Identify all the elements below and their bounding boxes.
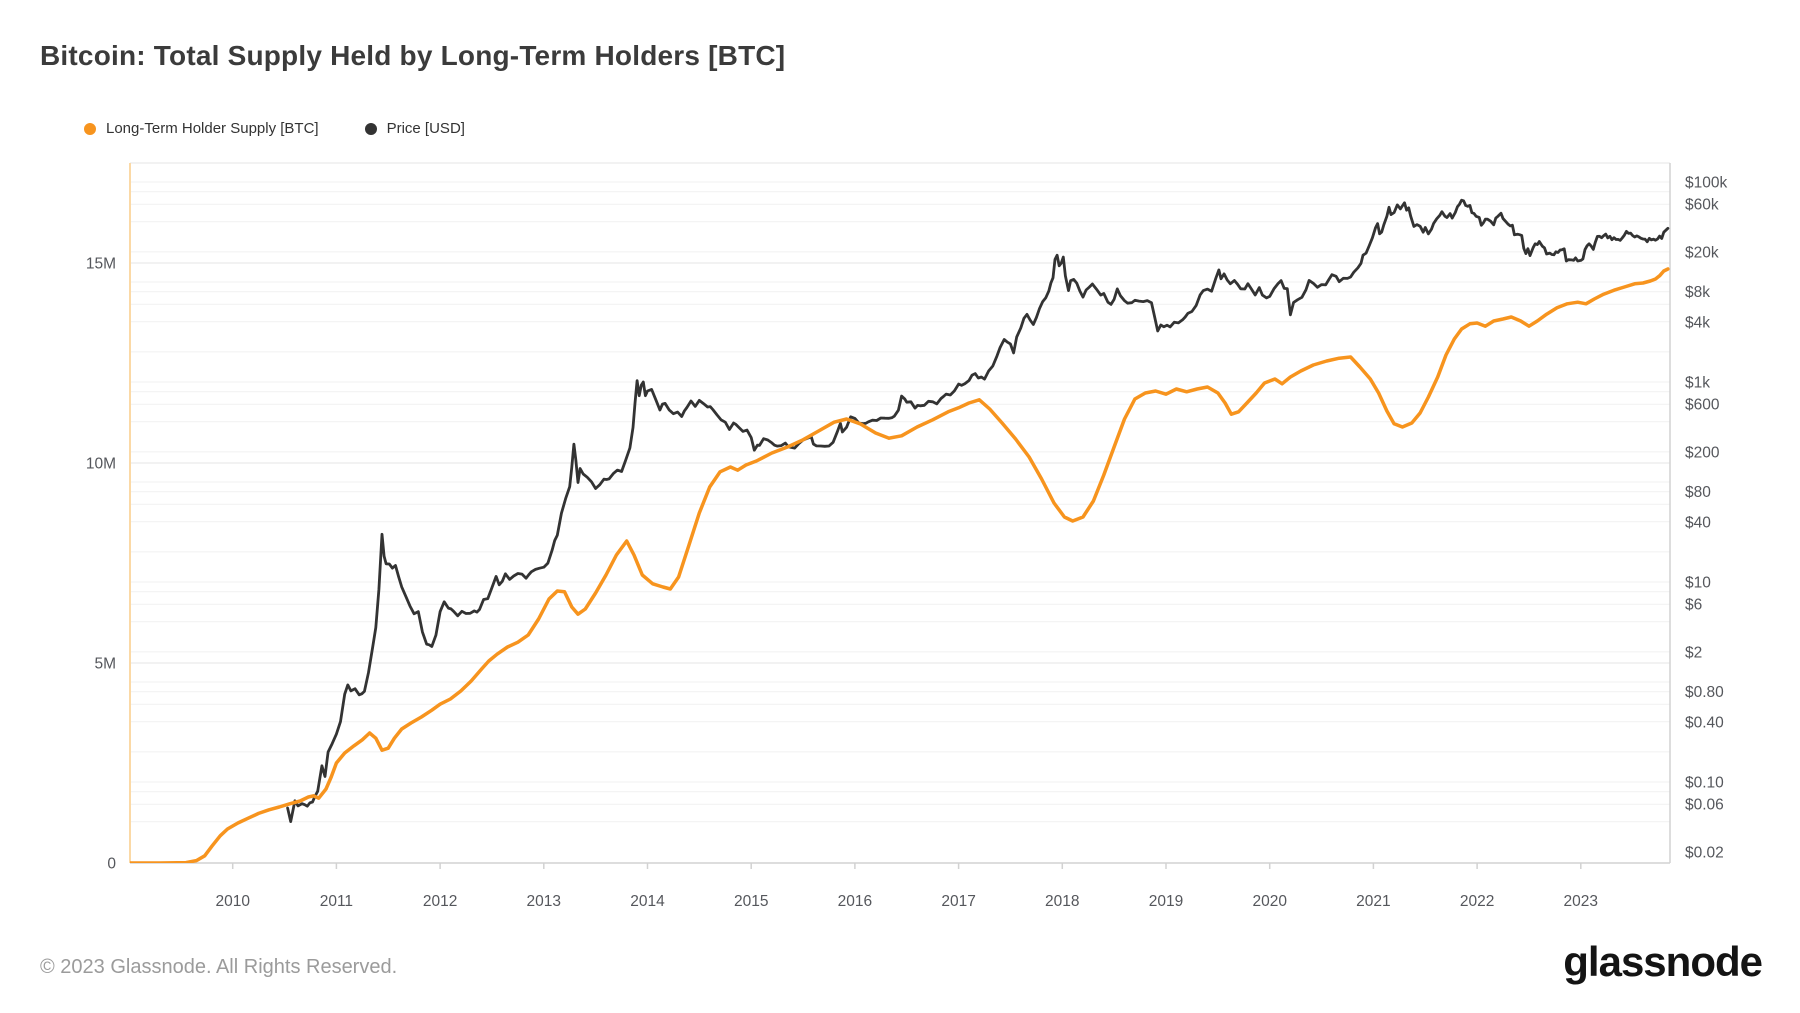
svg-text:2015: 2015: [734, 893, 768, 910]
svg-text:2011: 2011: [320, 893, 353, 910]
svg-text:2017: 2017: [941, 893, 975, 910]
copyright-text: © 2023 Glassnode. All Rights Reserved.: [40, 956, 398, 978]
svg-text:2022: 2022: [1460, 893, 1494, 910]
svg-text:2014: 2014: [630, 893, 665, 910]
price-series-dot-icon: [364, 122, 377, 135]
page-title: Bitcoin: Total Supply Held by Long-Term …: [40, 40, 786, 71]
svg-text:10M: 10M: [86, 456, 116, 473]
svg-text:$0.40: $0.40: [1685, 714, 1724, 731]
svg-text:2020: 2020: [1252, 893, 1287, 910]
svg-text:$80: $80: [1685, 484, 1711, 501]
svg-text:15M: 15M: [86, 256, 116, 273]
svg-text:2019: 2019: [1149, 893, 1183, 910]
svg-text:$10: $10: [1685, 575, 1711, 592]
svg-text:$100k: $100k: [1685, 175, 1727, 192]
legend-label-price: Price [USD]: [386, 120, 465, 137]
svg-text:2010: 2010: [215, 893, 250, 910]
svg-text:$600: $600: [1685, 397, 1720, 414]
svg-text:$200: $200: [1685, 444, 1720, 461]
supply-series-dot-icon: [84, 122, 96, 135]
svg-text:$8k: $8k: [1685, 284, 1710, 301]
legend-item-supply[interactable]: Long-Term Holder Supply [BTC]: [84, 120, 319, 137]
svg-text:2023: 2023: [1564, 893, 1598, 910]
svg-text:$0.02: $0.02: [1685, 844, 1724, 861]
chart-legend: Long-Term Holder Supply [BTC] Price [USD…: [84, 120, 465, 137]
svg-text:2012: 2012: [423, 893, 457, 910]
legend-item-price[interactable]: Price [USD]: [364, 120, 465, 137]
svg-text:$0.80: $0.80: [1685, 684, 1724, 701]
svg-text:$0.10: $0.10: [1685, 775, 1724, 792]
svg-text:2016: 2016: [838, 893, 872, 910]
svg-text:$40: $40: [1685, 514, 1711, 531]
svg-text:$60k: $60k: [1685, 197, 1719, 214]
svg-text:$1k: $1k: [1685, 375, 1710, 392]
svg-text:5M: 5M: [94, 656, 116, 673]
svg-text:$6: $6: [1685, 597, 1702, 614]
svg-text:2021: 2021: [1356, 893, 1390, 910]
glassnode-logo: glassnode: [1563, 938, 1763, 985]
svg-text:$0.06: $0.06: [1685, 797, 1724, 814]
svg-text:$20k: $20k: [1685, 244, 1719, 261]
svg-text:0: 0: [107, 856, 116, 873]
svg-text:$2: $2: [1685, 644, 1702, 661]
svg-text:2013: 2013: [527, 893, 561, 910]
svg-text:2018: 2018: [1045, 893, 1079, 910]
svg-text:$4k: $4k: [1685, 314, 1710, 331]
legend-label-supply: Long-Term Holder Supply [BTC]: [106, 120, 319, 137]
